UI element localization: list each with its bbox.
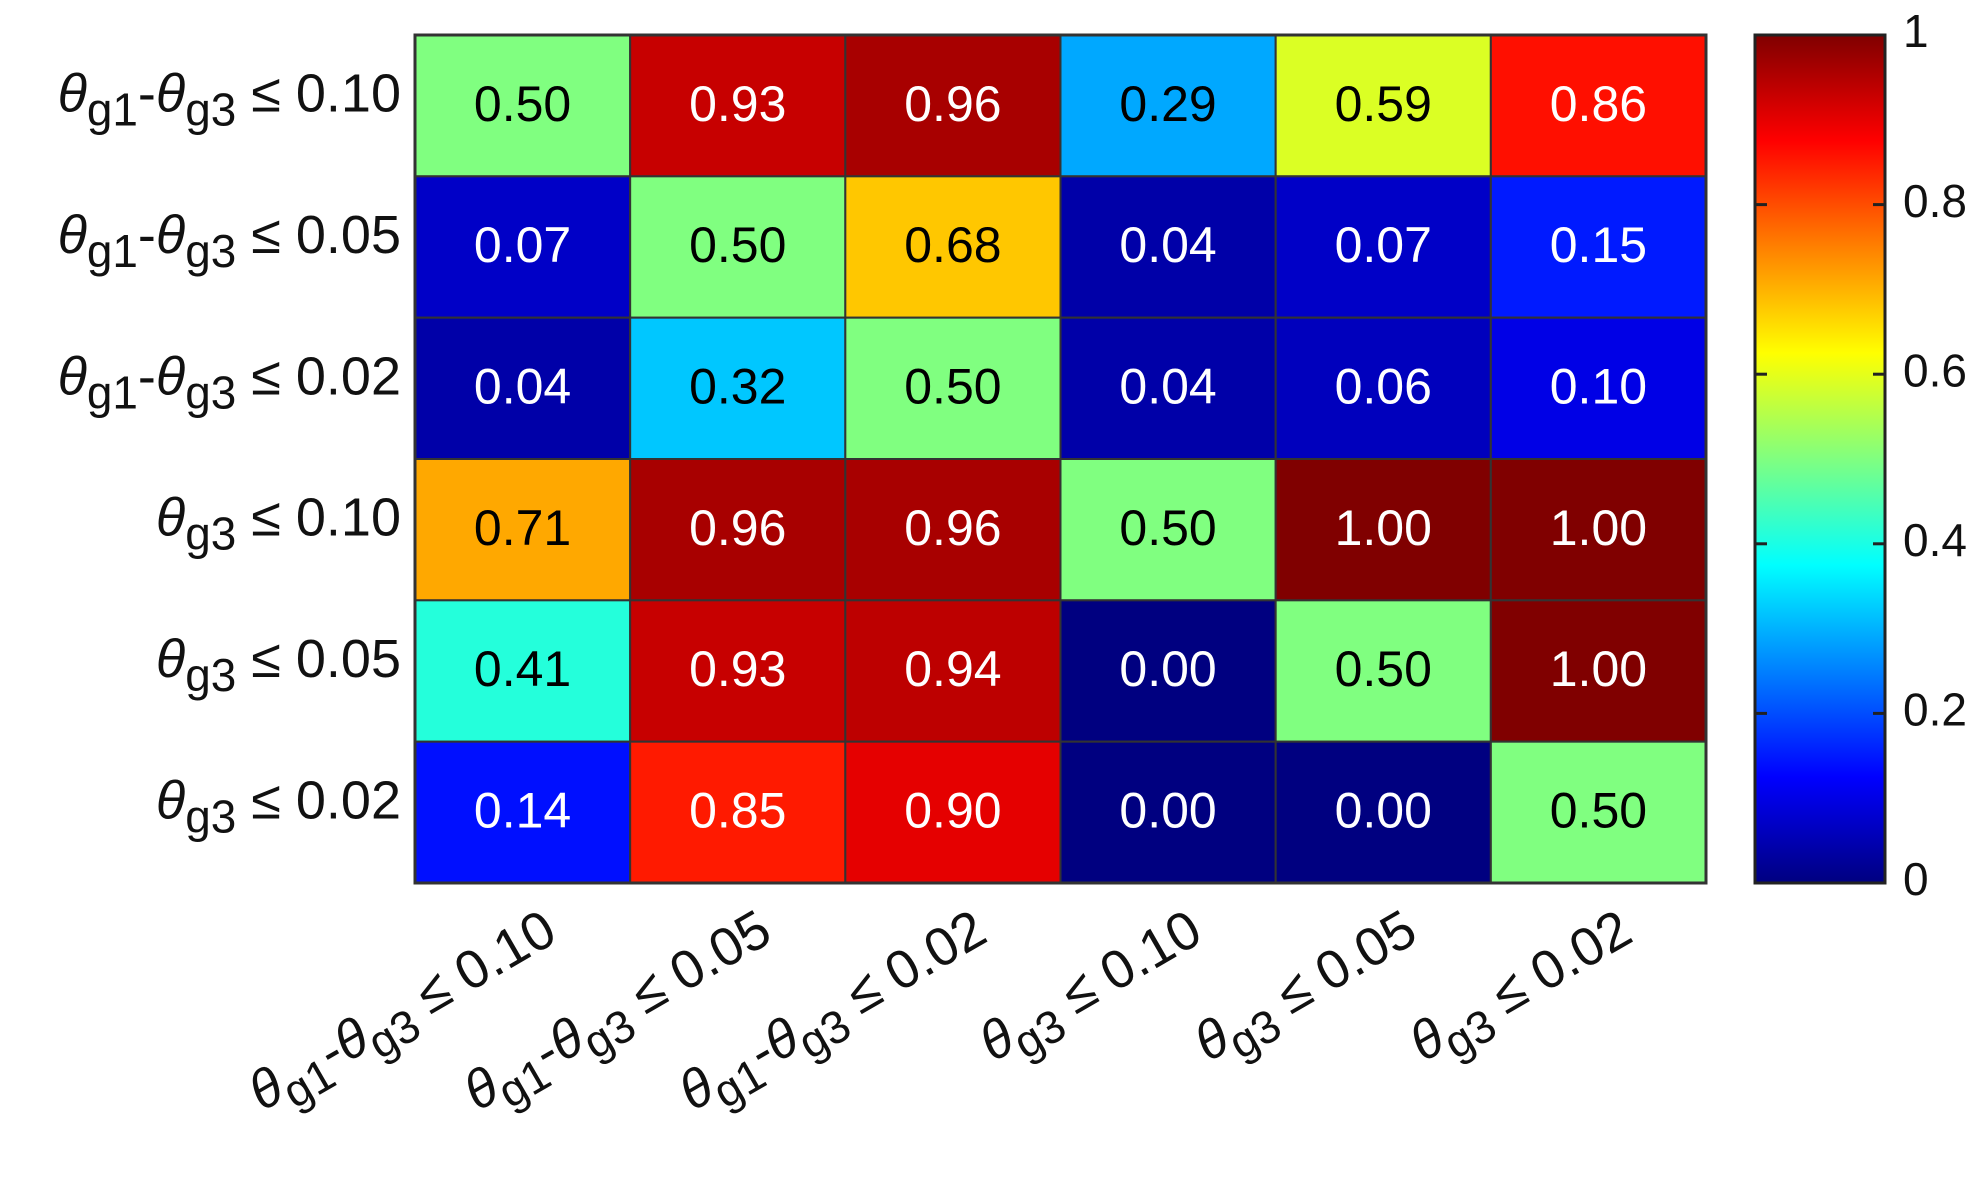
cell-value-label: 0.93 [689, 641, 786, 697]
heatmap-cell [1489, 740, 1708, 885]
colorbar-tick-label: 0.6 [1903, 344, 1967, 396]
y-tick-label: θg3 ≤ 0.02 [156, 771, 401, 843]
y-tick-label: θg3 ≤ 0.10 [156, 488, 401, 560]
colorbar [1753, 33, 1887, 885]
cell-value-label: 0.50 [474, 76, 571, 132]
plot-frame [413, 33, 1708, 885]
cell-value-label: 0.94 [904, 641, 1001, 697]
y-tick-label: θg1-θg3 ≤ 0.02 [58, 347, 401, 419]
colorbar-tick-label: 0.4 [1903, 514, 1967, 566]
cell-value-label: 1.00 [1335, 500, 1432, 556]
cell-value-label: 0.04 [1119, 359, 1216, 415]
heatmap-cell [629, 458, 847, 602]
cell-value-label: 0.90 [904, 783, 1001, 839]
heatmap-cell [1489, 175, 1708, 319]
heatmap-cell [1274, 316, 1492, 460]
cell-value-label: 0.96 [904, 76, 1001, 132]
cell-value-label: 0.14 [474, 783, 571, 839]
cell-value-label: 0.07 [474, 217, 571, 273]
heatmap-cell [1274, 34, 1492, 178]
cell-value-label: 0.04 [474, 359, 571, 415]
colorbar-tick-label: 0 [1903, 853, 1929, 905]
heatmap-cell [629, 316, 847, 460]
cell-value-label: 0.96 [904, 500, 1001, 556]
cell-value-label: 1.00 [1550, 641, 1647, 697]
cell-value-label: 0.59 [1335, 76, 1432, 132]
heatmap-cell [414, 34, 632, 178]
cell-value-label: 0.00 [1119, 641, 1216, 697]
heatmap-cell [844, 458, 1062, 602]
cell-value-label: 0.50 [1335, 641, 1432, 697]
cell-value-label: 0.15 [1550, 217, 1647, 273]
cell-value-label: 0.07 [1335, 217, 1432, 273]
colorbar-tick-label: 0.2 [1903, 684, 1967, 736]
cell-value-label: 0.68 [904, 217, 1001, 273]
y-tick-label: θg1-θg3 ≤ 0.05 [58, 205, 401, 277]
heatmap-cell [1274, 599, 1492, 743]
heatmap-cell [1274, 740, 1492, 885]
heatmap-cell [1059, 175, 1277, 319]
heatmap-cell [1059, 458, 1277, 602]
cell-value-label: 1.00 [1550, 500, 1647, 556]
heatmap-cell [1059, 34, 1277, 178]
x-tick-label: θg3 ≤ 0.10 [969, 899, 1217, 1084]
heatmap-cell [629, 175, 847, 319]
cell-value-label: 0.85 [689, 783, 786, 839]
heatmap-cell [414, 316, 632, 460]
cell-value-label: 0.04 [1119, 217, 1216, 273]
heatmap-cell [414, 740, 632, 885]
cell-value-label: 0.96 [689, 500, 786, 556]
cell-value-label: 0.50 [1550, 783, 1647, 839]
cell-value-label: 0.06 [1335, 359, 1432, 415]
cell-value-label: 0.50 [1119, 500, 1216, 556]
cell-value-label: 0.32 [689, 359, 786, 415]
cell-value-label: 0.00 [1335, 783, 1432, 839]
y-tick-label: θg1-θg3 ≤ 0.10 [58, 64, 401, 136]
heatmap-cell [1489, 34, 1708, 178]
cell-value-label: 0.29 [1119, 76, 1216, 132]
heatmap-cell [1274, 458, 1492, 602]
cell-value-label: 0.00 [1119, 783, 1216, 839]
heatmap-cell [1489, 316, 1708, 460]
colorbar-tick-label: 0.8 [1903, 175, 1967, 227]
x-tick-label: θg3 ≤ 0.02 [1399, 899, 1647, 1084]
heatmap-cell [1059, 599, 1277, 743]
cell-value-label: 0.86 [1550, 76, 1647, 132]
heatmap-cell [414, 458, 632, 602]
cell-value-label: 0.93 [689, 76, 786, 132]
y-tick-label: θg3 ≤ 0.05 [156, 629, 401, 701]
cell-value-label: 0.71 [474, 500, 571, 556]
heatmap-cell [414, 599, 632, 743]
heatmap-cell [844, 599, 1062, 743]
cell-value-label: 0.50 [904, 359, 1001, 415]
cell-value-label: 0.41 [474, 641, 571, 697]
cell-value-label: 0.10 [1550, 359, 1647, 415]
cell-value-label: 0.50 [689, 217, 786, 273]
heatmap-cell [1059, 316, 1277, 460]
x-tick-label: θg3 ≤ 0.05 [1184, 899, 1432, 1084]
colorbar-tick-label: 1 [1903, 5, 1929, 57]
heatmap-cell [629, 34, 847, 178]
